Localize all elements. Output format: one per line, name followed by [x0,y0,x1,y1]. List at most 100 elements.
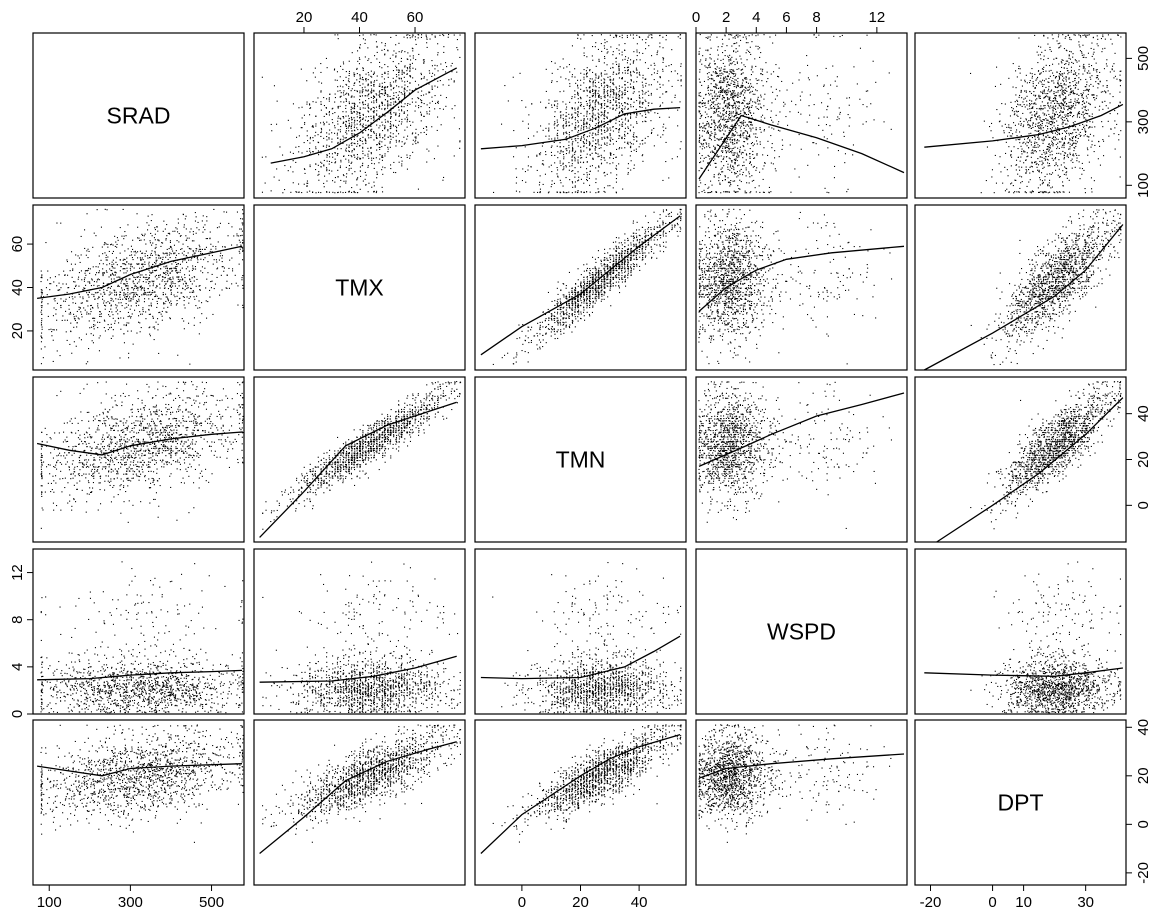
data-point [1057,116,1059,118]
data-point [381,102,383,104]
data-point [723,124,725,126]
data-point [1075,72,1077,74]
data-point [699,179,701,181]
data-point [645,107,647,109]
data-point [1035,151,1037,153]
data-point [849,117,851,119]
data-point [630,147,632,149]
data-point [351,88,353,90]
data-point [772,42,774,44]
data-point [298,183,300,185]
data-point [1083,54,1085,56]
data-point [1049,107,1051,109]
data-point [603,100,605,102]
data-point [585,70,587,72]
data-point [1085,130,1087,132]
data-point [708,143,710,145]
data-point [733,147,735,149]
data-point [1065,135,1067,137]
data-point [1057,142,1059,144]
data-point [711,191,713,193]
data-point [592,93,594,95]
data-point [728,102,730,104]
data-point [745,130,747,132]
data-point [1084,188,1086,190]
data-point [651,102,653,104]
data-point [1029,80,1031,82]
data-point [1093,180,1095,182]
data-point [331,132,333,134]
data-point [671,158,673,160]
data-point [714,86,716,88]
data-point [848,104,850,106]
data-point [715,162,717,164]
data-point [601,156,603,158]
data-point [736,176,738,178]
data-point [1076,157,1078,159]
data-point [1057,146,1059,148]
data-point [998,163,1000,165]
data-point [995,182,997,184]
data-point [736,61,738,63]
data-point [1061,93,1063,95]
data-point [574,76,576,78]
data-point [324,175,326,177]
data-point [749,156,751,158]
data-point [714,111,716,113]
data-point [595,94,597,96]
data-point [740,135,742,137]
data-point [361,165,363,167]
data-point [398,100,400,102]
data-point [713,101,715,103]
data-point [1039,95,1041,97]
data-point [737,191,739,193]
data-point [704,102,706,104]
data-point [524,171,526,173]
data-point [760,73,762,75]
data-point [309,150,311,152]
data-point [701,155,703,157]
data-point [758,79,760,81]
data-point [403,72,405,74]
data-point [315,123,317,125]
data-point [706,131,708,133]
data-point [362,34,364,36]
data-point [415,87,417,89]
data-point [750,91,752,93]
data-point [744,96,746,98]
data-point [562,169,564,171]
data-point [362,114,364,116]
data-point [406,70,408,72]
data-point [621,110,623,112]
data-point [557,169,559,171]
data-point [340,179,342,181]
data-point [1058,103,1060,105]
data-point [428,70,430,72]
data-point [635,136,637,138]
data-point [597,102,599,104]
data-point [609,157,611,159]
data-point [586,90,588,92]
data-point [1103,68,1105,70]
data-point [353,75,355,77]
data-point [720,86,722,88]
data-point [621,97,623,99]
data-point [589,170,591,172]
data-point [728,84,730,86]
data-point [745,167,747,169]
data-point [722,88,724,90]
data-point [1013,192,1015,194]
data-point [749,136,751,138]
data-point [571,156,573,158]
data-point [325,57,327,59]
data-point [1084,117,1086,119]
data-point [621,86,623,88]
data-point [770,73,772,75]
data-point [754,93,756,95]
data-point [724,55,726,57]
data-point [589,86,591,88]
data-point [621,54,623,56]
data-point [734,125,736,127]
data-point [598,147,600,149]
data-point [600,73,602,75]
